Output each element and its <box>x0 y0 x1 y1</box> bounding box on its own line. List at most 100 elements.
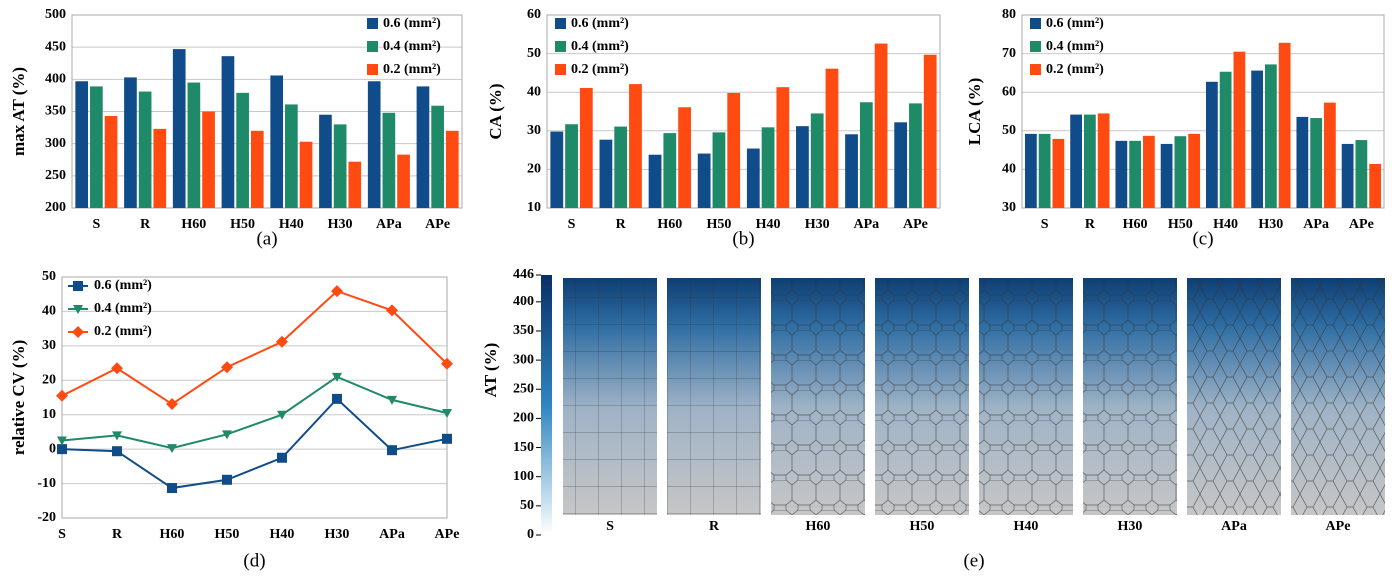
bar <box>445 130 459 208</box>
legend-label: 0.6 (mm²) <box>1046 16 1104 31</box>
bar <box>1205 81 1218 208</box>
legend-label: 0.2 (mm²) <box>571 62 629 77</box>
subfigure-label: (d) <box>243 550 265 571</box>
bar <box>1083 114 1096 208</box>
bar <box>202 111 215 208</box>
legend-swatch <box>367 64 378 75</box>
bar <box>845 134 858 208</box>
colorbar-tick-label: 250 <box>513 381 534 396</box>
legend-label: 0.4 (mm²) <box>1046 39 1104 54</box>
panel-label: H40 <box>1014 519 1039 534</box>
bar <box>416 86 430 208</box>
y-tick-label: 500 <box>45 7 66 22</box>
x-tick-label: H60 <box>181 217 206 232</box>
bar <box>776 87 790 208</box>
panel-label: APe <box>1326 519 1351 534</box>
y-tick-label: 30 <box>527 123 541 138</box>
x-tick-label: H40 <box>279 217 304 232</box>
colorbar <box>541 275 552 535</box>
bar <box>221 56 235 208</box>
bar <box>319 114 332 208</box>
legend-swatch <box>1030 41 1041 52</box>
y-tick-label: 50 <box>1002 123 1016 138</box>
panel-label: H50 <box>910 519 935 534</box>
x-tick-label: H50 <box>230 217 255 232</box>
x-tick-label: APa <box>376 217 402 232</box>
marker <box>111 362 123 375</box>
bar <box>923 54 937 209</box>
bar <box>909 103 922 208</box>
marker <box>112 431 122 441</box>
subfigure-label: (c) <box>1192 228 1213 249</box>
colorbar-tick-label: 150 <box>513 440 534 455</box>
x-tick-label: H40 <box>756 217 781 232</box>
bar <box>1174 136 1187 208</box>
bar <box>796 126 809 208</box>
bar <box>712 132 726 208</box>
marker <box>276 335 288 348</box>
marker <box>221 361 233 374</box>
bar <box>1219 71 1232 208</box>
panel-pattern <box>1291 278 1385 515</box>
y-axis-title: LCA (%) <box>965 78 984 146</box>
x-tick-label: S <box>1041 217 1049 232</box>
marker <box>441 357 453 370</box>
x-tick-label: H40 <box>1213 217 1238 232</box>
bar <box>367 81 381 208</box>
marker <box>72 326 84 338</box>
x-tick-label: R <box>1085 217 1096 232</box>
panel-label: H60 <box>806 519 831 534</box>
bar <box>1052 138 1065 208</box>
bar <box>648 154 662 208</box>
bar <box>153 128 167 208</box>
panel-pattern <box>563 278 657 515</box>
marker <box>57 436 67 446</box>
marker <box>332 372 342 382</box>
colorbar-tick-label: 446 <box>513 267 534 282</box>
colorbar-tick-label: 0 <box>527 527 534 542</box>
bar <box>663 133 677 208</box>
legend-swatch <box>555 41 566 52</box>
bar <box>1251 70 1263 208</box>
x-tick-label: S <box>92 217 100 232</box>
y-axis-title: relative CV (%) <box>9 340 28 456</box>
bar <box>333 124 347 208</box>
marker <box>167 483 177 494</box>
legend-label: 0.6 (mm²) <box>571 16 629 31</box>
bar <box>1129 140 1142 208</box>
legend-label: 0.4 (mm²) <box>383 39 441 54</box>
line <box>61 375 448 450</box>
x-tick-label: APa <box>853 217 879 232</box>
bar <box>1160 143 1173 208</box>
panel-label: R <box>709 519 720 534</box>
y-tick-label: 60 <box>527 7 541 22</box>
bar <box>299 141 313 208</box>
plot-frame <box>546 14 941 209</box>
legend-label: 0.4 (mm²) <box>94 301 152 316</box>
bar <box>124 77 137 208</box>
x-tick-label: H60 <box>657 217 682 232</box>
bar <box>1310 118 1323 208</box>
x-tick-label: APa <box>379 527 405 542</box>
y-tick-label: 450 <box>45 39 66 54</box>
x-tick-label: APe <box>1349 217 1374 232</box>
bar <box>1355 140 1368 208</box>
bar <box>579 87 593 208</box>
line <box>61 289 448 406</box>
x-tick-label: R <box>112 527 123 542</box>
colorbar-tick-label: 350 <box>513 323 534 338</box>
legend-swatch <box>1030 64 1041 75</box>
x-tick-label: H30 <box>805 217 830 232</box>
bar <box>1115 140 1128 208</box>
bar <box>550 131 564 208</box>
bar <box>1369 163 1382 208</box>
y-tick-label: 300 <box>45 136 66 151</box>
bar <box>1278 42 1291 209</box>
y-axis-title: max AT (%) <box>9 67 28 156</box>
x-tick-label: H30 <box>1258 217 1283 232</box>
y-tick-label: 250 <box>45 168 66 183</box>
y-tick-label: 200 <box>45 200 66 215</box>
bar <box>614 126 628 208</box>
legend-label: 0.2 (mm²) <box>1046 62 1104 77</box>
